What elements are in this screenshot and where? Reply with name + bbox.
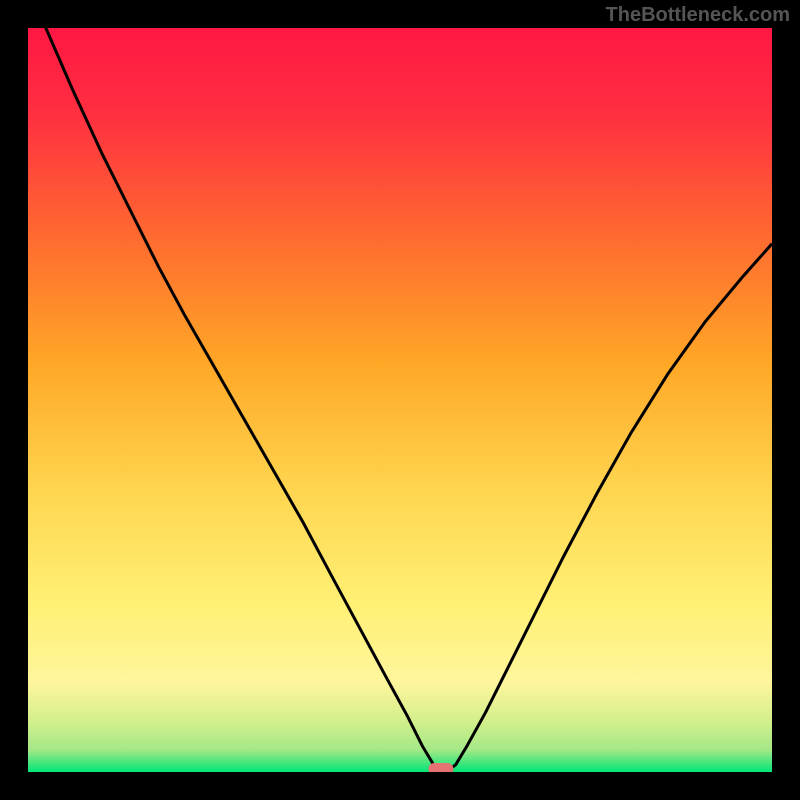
watermark-text: TheBottleneck.com [606,4,790,27]
optimum-marker [428,763,453,775]
gradient-background [28,28,772,772]
chart-container: TheBottleneck.com [0,0,800,800]
bottleneck-chart [0,0,800,800]
